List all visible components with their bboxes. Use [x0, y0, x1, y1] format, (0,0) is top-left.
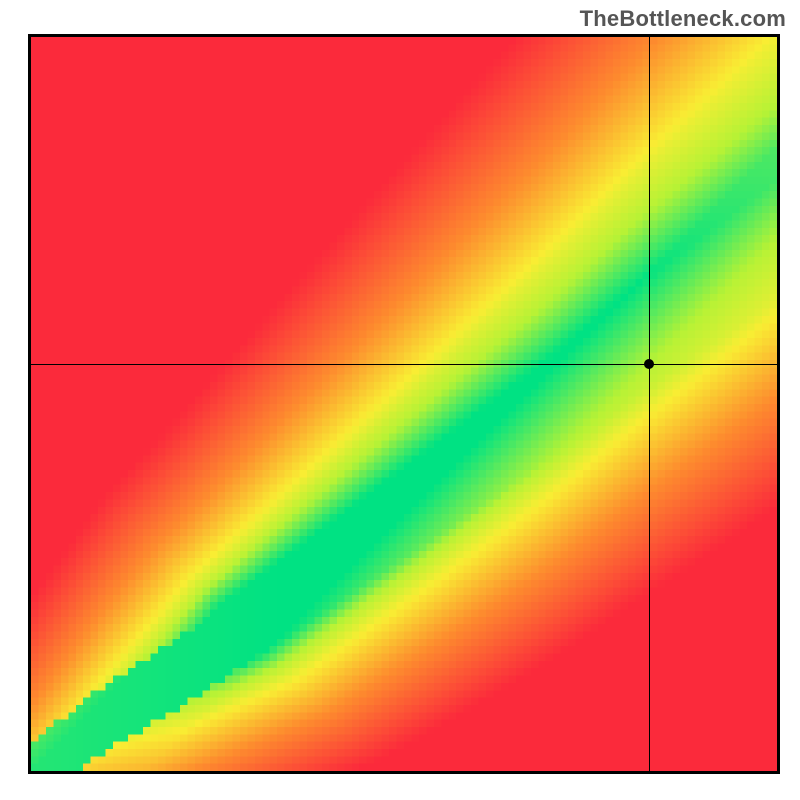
watermark-text: TheBottleneck.com	[580, 6, 786, 32]
heatmap-canvas	[31, 37, 777, 771]
root-container: TheBottleneck.com	[0, 0, 800, 800]
crosshair-horizontal	[31, 364, 777, 365]
crosshair-vertical	[649, 37, 650, 771]
crosshair-dot	[644, 359, 654, 369]
